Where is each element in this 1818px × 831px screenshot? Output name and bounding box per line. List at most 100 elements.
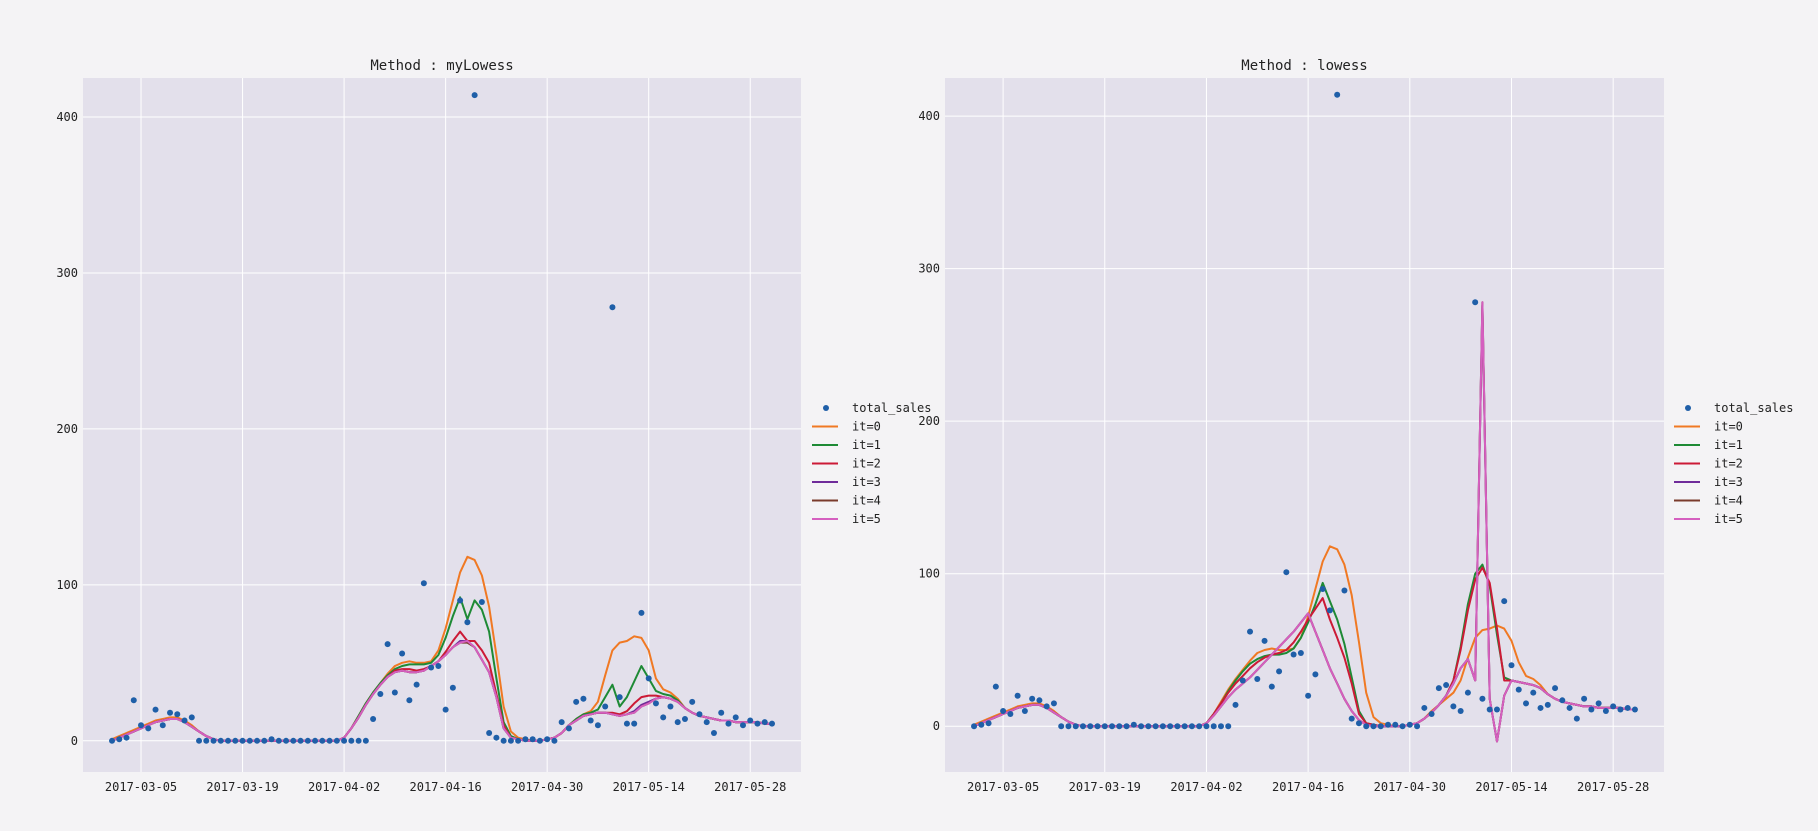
data-point: [478, 599, 485, 606]
data-point: [420, 580, 427, 587]
legend-label: it=5: [1714, 512, 1743, 526]
data-point: [1109, 723, 1116, 730]
data-point: [638, 609, 645, 616]
data-point: [558, 719, 565, 726]
data-point: [268, 736, 275, 743]
data-point: [1399, 723, 1406, 730]
data-point: [689, 698, 696, 705]
data-point: [246, 737, 253, 744]
data-point: [1617, 706, 1624, 713]
data-point: [747, 717, 754, 724]
data-point: [739, 722, 746, 729]
data-point: [1152, 723, 1159, 730]
data-point: [239, 737, 246, 744]
data-point: [1261, 637, 1268, 644]
x-tick-label: 2017-04-16: [410, 780, 482, 794]
y-tick-label: 300: [56, 266, 78, 280]
data-point: [471, 92, 478, 99]
data-point: [377, 691, 384, 698]
data-point: [544, 736, 551, 743]
data-point: [319, 737, 326, 744]
legend: total_sales it=0 it=1 it=2 it=3 it=4 it=5: [812, 401, 931, 526]
chart-title: Method : lowess: [1241, 58, 1367, 74]
data-point: [1174, 723, 1181, 730]
legend: total_sales it=0 it=1 it=2 it=3 it=4 it=5: [1674, 401, 1793, 526]
data-point: [609, 304, 616, 311]
data-point: [1610, 703, 1617, 710]
data-point: [580, 695, 587, 702]
data-point: [1036, 697, 1043, 704]
data-point: [1544, 701, 1551, 708]
data-point: [1079, 723, 1086, 730]
data-point: [1588, 706, 1595, 713]
data-point: [602, 703, 609, 710]
data-point: [971, 723, 978, 730]
data-point: [370, 715, 377, 722]
data-point: [1232, 701, 1239, 708]
data-point: [203, 737, 210, 744]
data-point: [130, 697, 137, 704]
data-point: [1523, 700, 1530, 707]
data-point: [1363, 723, 1370, 730]
data-point: [116, 736, 123, 743]
data-point: [573, 698, 580, 705]
legend-label: it=0: [852, 420, 881, 434]
data-point: [1341, 587, 1348, 594]
data-point: [1450, 703, 1457, 710]
data-point: [225, 737, 232, 744]
data-point: [645, 675, 652, 682]
legend-marker-total-sales: [823, 405, 829, 411]
x-tick-label: 2017-04-02: [308, 780, 380, 794]
data-point: [1624, 704, 1631, 711]
legend-label: it=3: [852, 475, 881, 489]
data-point: [1087, 723, 1094, 730]
data-point: [1464, 689, 1471, 696]
legend-label: it=2: [1714, 457, 1743, 471]
data-point: [442, 706, 449, 713]
data-point: [1428, 711, 1435, 718]
chart-title: Method : myLowess: [370, 58, 513, 74]
data-point: [1385, 721, 1392, 728]
data-point: [623, 720, 630, 727]
data-point: [1290, 651, 1297, 658]
data-point: [710, 730, 717, 737]
data-point: [1188, 723, 1195, 730]
y-tick-label: 100: [56, 578, 78, 592]
data-point: [1581, 695, 1588, 702]
data-point: [1145, 723, 1152, 730]
data-point: [652, 700, 659, 707]
data-point: [449, 684, 456, 691]
data-point: [1559, 697, 1566, 704]
data-point: [1094, 723, 1101, 730]
data-point: [1631, 706, 1638, 713]
legend-label: it=1: [852, 438, 881, 452]
data-point: [1319, 585, 1326, 592]
data-point: [1305, 692, 1312, 699]
y-tick-label: 0: [71, 734, 78, 748]
data-point: [428, 664, 435, 671]
data-point: [631, 720, 638, 727]
data-point: [674, 719, 681, 726]
data-point: [1457, 707, 1464, 714]
data-point: [174, 711, 181, 718]
data-point: [529, 736, 536, 743]
data-point: [406, 697, 413, 704]
x-tick-label: 2017-05-28: [1577, 780, 1649, 794]
legend-label: it=0: [1714, 420, 1743, 434]
data-point: [1138, 723, 1145, 730]
x-tick-label: 2017-05-14: [613, 780, 685, 794]
data-point: [1043, 703, 1050, 710]
legend-label: it=5: [852, 512, 881, 526]
data-point: [413, 681, 420, 688]
data-point: [1414, 723, 1421, 730]
data-point: [1283, 569, 1290, 576]
data-point: [297, 737, 304, 744]
legend-label: it=3: [1714, 475, 1743, 489]
data-point: [1065, 723, 1072, 730]
x-tick-label: 2017-04-30: [1374, 780, 1446, 794]
data-point: [978, 721, 985, 728]
legend-label: it=4: [852, 494, 881, 508]
data-point: [254, 737, 261, 744]
data-point: [1326, 607, 1333, 614]
